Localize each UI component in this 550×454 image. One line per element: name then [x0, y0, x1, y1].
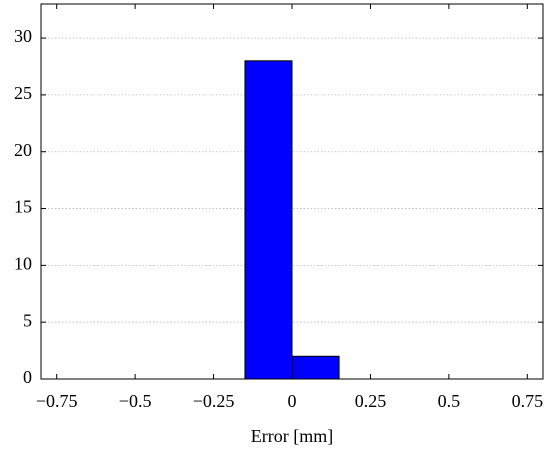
x-axis-label: Error [mm] [251, 426, 333, 446]
y-tick-label: 15 [14, 197, 32, 217]
y-tick-label: 5 [23, 310, 32, 330]
x-tick-label: 0.25 [355, 391, 387, 411]
y-tick-label: 20 [14, 140, 32, 160]
y-tick-label: 30 [14, 26, 32, 46]
y-tick-label: 0 [23, 367, 32, 387]
y-tick-label: 10 [14, 253, 32, 273]
plot-frame [40, 3, 544, 380]
x-tick-label: 0.5 [438, 391, 461, 411]
x-tick-label: −0.75 [36, 391, 78, 411]
x-tick-label: 0 [288, 391, 297, 411]
x-tick-label: 0.75 [512, 391, 544, 411]
bar [291, 355, 340, 380]
y-tick-label: 25 [14, 83, 32, 103]
bar [244, 60, 293, 380]
x-tick-label: −0.25 [193, 391, 235, 411]
x-tick-label: −0.5 [119, 391, 152, 411]
